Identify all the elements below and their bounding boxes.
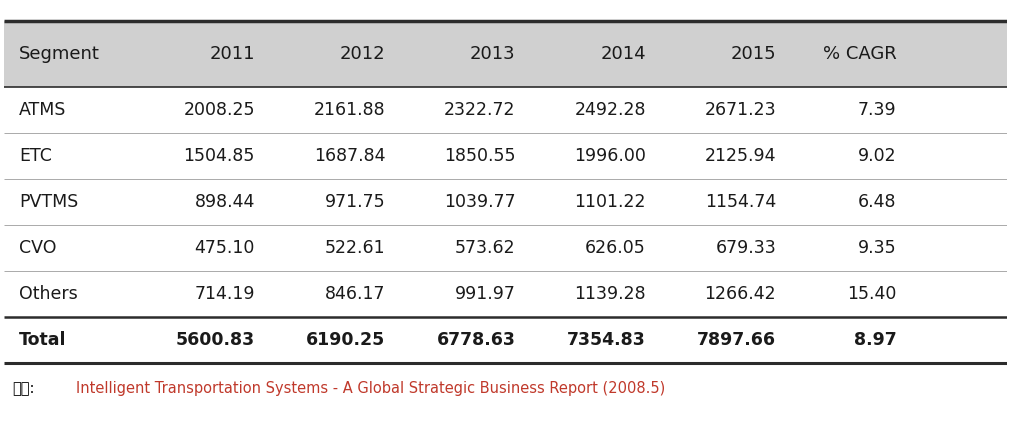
- Text: 2015: 2015: [731, 45, 776, 63]
- Text: CVO: CVO: [19, 239, 57, 257]
- Text: 1266.42: 1266.42: [705, 285, 776, 303]
- Text: PVTMS: PVTMS: [19, 193, 79, 211]
- Text: 7897.66: 7897.66: [698, 331, 776, 349]
- Text: 1101.22: 1101.22: [574, 193, 646, 211]
- Text: 475.10: 475.10: [194, 239, 255, 257]
- Text: 846.17: 846.17: [325, 285, 385, 303]
- Text: 1687.84: 1687.84: [313, 147, 385, 165]
- Text: 522.61: 522.61: [325, 239, 385, 257]
- Text: 2008.25: 2008.25: [183, 101, 255, 119]
- Text: 2492.28: 2492.28: [574, 101, 646, 119]
- Text: 7.39: 7.39: [858, 101, 897, 119]
- Text: 8.97: 8.97: [854, 331, 897, 349]
- Text: 679.33: 679.33: [716, 239, 776, 257]
- Text: 2125.94: 2125.94: [705, 147, 776, 165]
- Text: 2161.88: 2161.88: [313, 101, 385, 119]
- Text: 1154.74: 1154.74: [705, 193, 776, 211]
- Bar: [4, 21, 1007, 87]
- Text: 626.05: 626.05: [585, 239, 646, 257]
- Text: ETC: ETC: [19, 147, 53, 165]
- Text: 2013: 2013: [470, 45, 516, 63]
- Text: 7354.83: 7354.83: [567, 331, 646, 349]
- Text: Total: Total: [19, 331, 67, 349]
- Text: 2014: 2014: [601, 45, 646, 63]
- Text: 573.62: 573.62: [455, 239, 516, 257]
- Text: 1039.77: 1039.77: [444, 193, 516, 211]
- Text: 자료:: 자료:: [12, 381, 34, 396]
- Text: 2671.23: 2671.23: [705, 101, 776, 119]
- Text: 6190.25: 6190.25: [306, 331, 385, 349]
- Text: 9.35: 9.35: [858, 239, 897, 257]
- Text: 898.44: 898.44: [194, 193, 255, 211]
- Text: 15.40: 15.40: [847, 285, 897, 303]
- Text: Intelligent Transportation Systems - A Global Strategic Business Report (2008.5): Intelligent Transportation Systems - A G…: [77, 381, 665, 396]
- Text: 9.02: 9.02: [858, 147, 897, 165]
- Text: Others: Others: [19, 285, 78, 303]
- Text: % CAGR: % CAGR: [823, 45, 897, 63]
- Text: 6778.63: 6778.63: [437, 331, 516, 349]
- Text: 5600.83: 5600.83: [176, 331, 255, 349]
- Text: 2011: 2011: [209, 45, 255, 63]
- Text: ATMS: ATMS: [19, 101, 67, 119]
- Text: 971.75: 971.75: [325, 193, 385, 211]
- Text: Segment: Segment: [19, 45, 100, 63]
- Text: 714.19: 714.19: [194, 285, 255, 303]
- Text: 2012: 2012: [340, 45, 385, 63]
- Text: 1996.00: 1996.00: [574, 147, 646, 165]
- Text: 6.48: 6.48: [858, 193, 897, 211]
- Text: 991.97: 991.97: [455, 285, 516, 303]
- Text: 1139.28: 1139.28: [574, 285, 646, 303]
- Text: 1850.55: 1850.55: [444, 147, 516, 165]
- Text: 2322.72: 2322.72: [444, 101, 516, 119]
- Text: 1504.85: 1504.85: [183, 147, 255, 165]
